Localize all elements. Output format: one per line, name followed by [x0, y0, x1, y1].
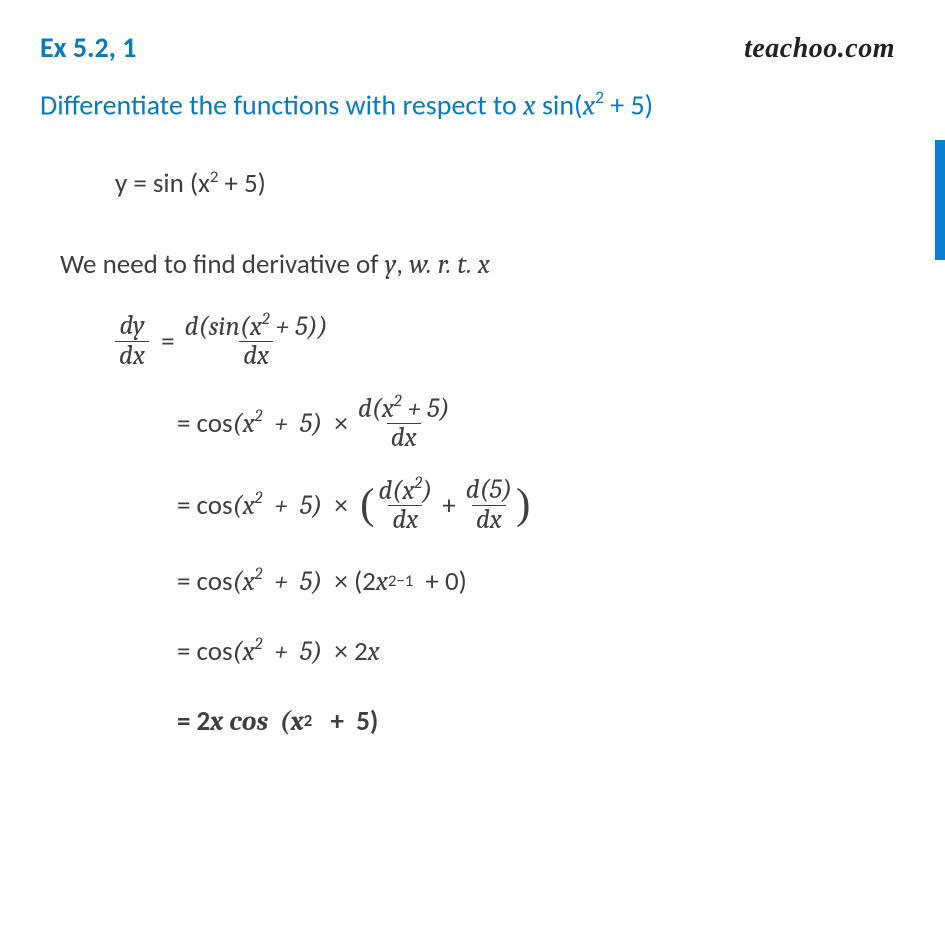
step-2: = cos (x2 + 5) × d(x2 + 5) dx	[115, 393, 895, 453]
given-exp: 2	[210, 167, 218, 187]
question-arg-exp: 2	[595, 86, 604, 108]
final-answer: = 2x cos (x2 + 5)	[115, 697, 895, 745]
intro-sep: ,	[396, 248, 409, 281]
step2-paren: (x2 + 5)	[233, 408, 323, 439]
intro-wrt: w. r. t. x	[409, 249, 490, 280]
step4-lead: = cos	[177, 565, 233, 598]
dy-dx-num: dy	[115, 312, 148, 340]
step3-plus: +	[436, 489, 462, 522]
given-tail: + 5)	[218, 167, 266, 200]
exercise-label: Ex 5.2, 1	[40, 30, 136, 65]
step5-lead: = cos	[177, 635, 233, 668]
given-lhs: y = sin (x	[115, 167, 210, 200]
step2-times: ×	[322, 407, 354, 440]
question-prefix: Differentiate the functions with respect…	[40, 87, 523, 122]
step1-rhs-num: d(sin(x2 + 5))	[181, 312, 332, 341]
step-1: dy dx = d(sin(x2 + 5)) dx	[115, 311, 895, 371]
intro-y: y	[385, 249, 397, 280]
intro-text: We need to find derivative of	[60, 248, 385, 281]
step1-rhs-den: dx	[239, 341, 273, 370]
step5-times: × 2	[322, 635, 367, 668]
step1-rhs-frac: d(sin(x2 + 5)) dx	[181, 312, 332, 371]
step4-times: × (2	[322, 565, 376, 598]
dy-dx-den: dx	[115, 341, 149, 370]
step3-times: ×	[322, 489, 360, 522]
eq-sign: =	[149, 325, 181, 358]
step-4: = cos (x2 + 5) × (2x2−1 + 0)	[115, 557, 895, 605]
question-var: x	[523, 89, 536, 121]
step-3: = cos (x2 + 5) × ( d(x2) dx + d(5) dx )	[115, 475, 895, 535]
step3-paren: (x2 + 5)	[233, 490, 323, 521]
step3-frac2: d(5) dx	[462, 476, 516, 534]
brand-logo: teachoo.com	[744, 33, 895, 65]
question-arg-base: x	[583, 89, 596, 121]
big-rparen: )	[516, 480, 530, 529]
dy-dx: dy dx	[115, 312, 149, 370]
intro-line: We need to find derivative of y, w. r. t…	[60, 248, 895, 281]
ans-lead: = 2	[177, 705, 210, 738]
question-func: sin(	[536, 87, 583, 122]
header: Ex 5.2, 1 teachoo.com	[40, 30, 895, 65]
step-5: = cos (x2 + 5) × 2x	[115, 627, 895, 675]
step3-lead: = cos	[177, 489, 233, 522]
side-accent-bar	[935, 140, 945, 260]
big-lparen: (	[360, 480, 374, 529]
given-equation: y = sin (x2 + 5)	[115, 167, 895, 200]
step2-lead: = cos	[177, 407, 233, 440]
question-arg-tail: + 5)	[604, 87, 653, 122]
step3-frac1: d(x2) dx	[374, 476, 436, 535]
step2-frac: d(x2 + 5) dx	[354, 394, 454, 453]
question-text: Differentiate the functions with respect…	[40, 87, 895, 122]
